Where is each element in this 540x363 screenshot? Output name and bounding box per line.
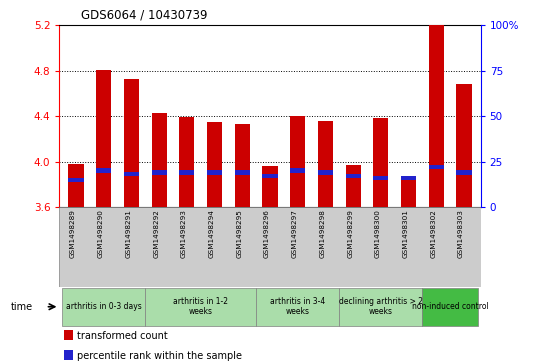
Text: GSM1498295: GSM1498295 bbox=[237, 209, 242, 258]
Bar bbox=[262, 166, 278, 207]
Text: GSM1498303: GSM1498303 bbox=[458, 209, 464, 258]
Text: declining arthritis > 2
weeks: declining arthritis > 2 weeks bbox=[339, 297, 423, 317]
Bar bbox=[401, 179, 416, 207]
Bar bbox=[401, 176, 416, 180]
Bar bbox=[59, 207, 481, 287]
Bar bbox=[339, 287, 422, 326]
Bar bbox=[318, 170, 333, 175]
Text: GSM1498292: GSM1498292 bbox=[153, 209, 159, 258]
Bar bbox=[290, 116, 305, 207]
Bar bbox=[346, 165, 361, 207]
Text: GSM1498298: GSM1498298 bbox=[320, 209, 326, 258]
Text: GSM1498299: GSM1498299 bbox=[347, 209, 353, 258]
Bar bbox=[124, 172, 139, 176]
Text: arthritis in 1-2
weeks: arthritis in 1-2 weeks bbox=[173, 297, 228, 317]
Bar bbox=[235, 170, 250, 175]
Bar bbox=[64, 350, 73, 360]
Text: arthritis in 3-4
weeks: arthritis in 3-4 weeks bbox=[270, 297, 325, 317]
Bar bbox=[62, 287, 145, 326]
Text: GSM1498291: GSM1498291 bbox=[125, 209, 131, 258]
Bar bbox=[69, 178, 84, 182]
Bar bbox=[124, 79, 139, 207]
Text: GSM1498294: GSM1498294 bbox=[208, 209, 214, 258]
Text: GSM1498301: GSM1498301 bbox=[402, 209, 409, 258]
Text: GSM1498290: GSM1498290 bbox=[98, 209, 104, 258]
Text: percentile rank within the sample: percentile rank within the sample bbox=[77, 351, 242, 361]
Bar bbox=[152, 113, 167, 207]
Text: GSM1498302: GSM1498302 bbox=[430, 209, 436, 258]
Bar bbox=[262, 174, 278, 178]
Text: GSM1498296: GSM1498296 bbox=[264, 209, 270, 258]
Text: non-induced control: non-induced control bbox=[411, 302, 489, 311]
Bar bbox=[256, 287, 339, 326]
Bar bbox=[373, 118, 388, 207]
Text: GSM1498293: GSM1498293 bbox=[181, 209, 187, 258]
Bar bbox=[429, 25, 444, 207]
Bar bbox=[456, 170, 471, 175]
Text: GDS6064 / 10430739: GDS6064 / 10430739 bbox=[81, 9, 207, 22]
Bar bbox=[69, 164, 84, 207]
Bar bbox=[96, 70, 111, 207]
Bar bbox=[207, 122, 222, 207]
Text: GSM1498300: GSM1498300 bbox=[375, 209, 381, 258]
Bar bbox=[145, 287, 256, 326]
Bar bbox=[429, 165, 444, 169]
Bar bbox=[64, 330, 73, 340]
Bar bbox=[207, 170, 222, 175]
Bar bbox=[373, 176, 388, 180]
Text: time: time bbox=[11, 302, 33, 312]
Text: transformed count: transformed count bbox=[77, 331, 168, 341]
Bar bbox=[318, 121, 333, 207]
Bar bbox=[152, 170, 167, 175]
Bar bbox=[290, 168, 305, 173]
Bar bbox=[179, 170, 194, 175]
Bar bbox=[179, 117, 194, 207]
Text: GSM1498289: GSM1498289 bbox=[70, 209, 76, 258]
Bar bbox=[346, 174, 361, 178]
Bar bbox=[96, 168, 111, 173]
Bar bbox=[456, 85, 471, 207]
Bar bbox=[422, 287, 478, 326]
Text: arthritis in 0-3 days: arthritis in 0-3 days bbox=[66, 302, 141, 311]
Bar bbox=[235, 124, 250, 207]
Text: GSM1498297: GSM1498297 bbox=[292, 209, 298, 258]
